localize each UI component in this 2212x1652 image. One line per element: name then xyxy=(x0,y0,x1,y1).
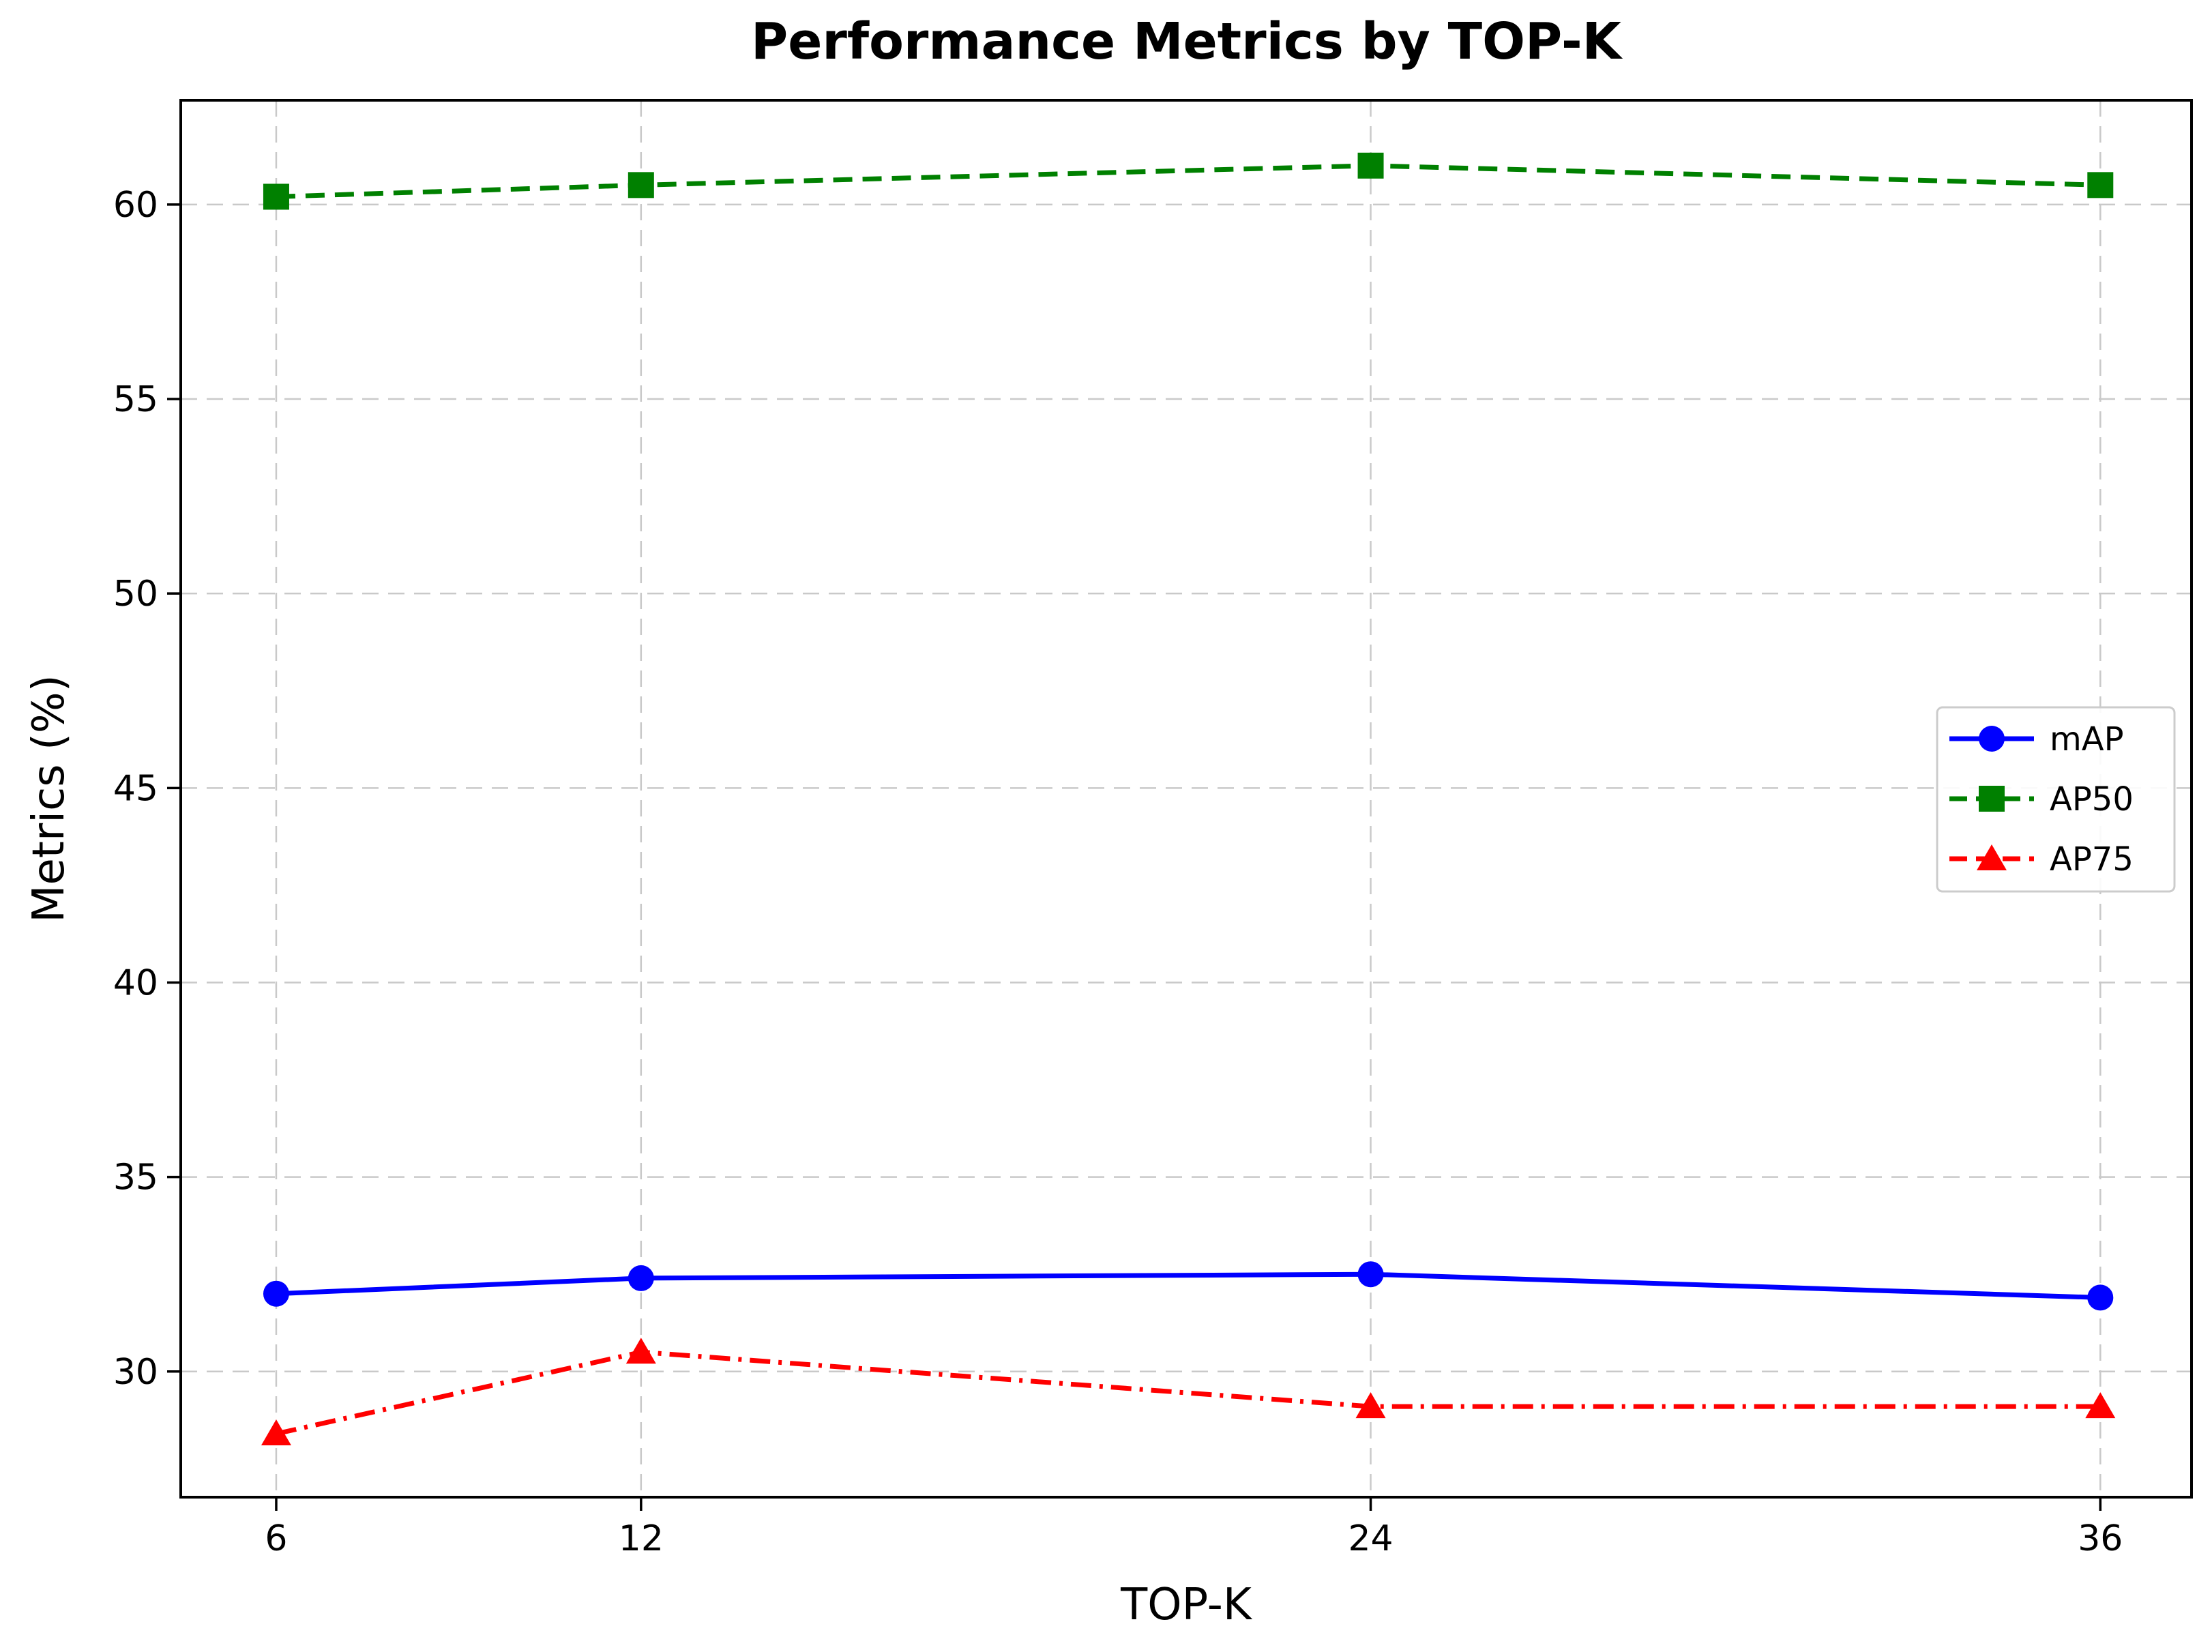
legend-label-mAP: mAP xyxy=(2050,720,2124,758)
legend-marker-AP75 xyxy=(1977,844,2007,870)
legend-marker-mAP xyxy=(1979,726,2005,752)
y-axis-label: Metrics (%) xyxy=(24,675,74,923)
marker-mAP-36 xyxy=(2087,1284,2114,1311)
y-tick-label: 60 xyxy=(113,185,158,226)
x-tick-label: 12 xyxy=(619,1518,664,1559)
series-line-AP75 xyxy=(276,1349,2101,1436)
y-tick-label: 30 xyxy=(113,1352,158,1393)
series-line-mAP xyxy=(276,1271,2101,1300)
y-tick-label: 40 xyxy=(113,962,158,1003)
legend-label-AP75: AP75 xyxy=(2050,840,2134,879)
x-tick-label: 6 xyxy=(265,1518,287,1559)
plot-border xyxy=(179,99,2193,1499)
marker-mAP-12 xyxy=(628,1265,654,1291)
marker-AP75-36 xyxy=(2085,1392,2116,1419)
marker-AP75-24 xyxy=(1355,1392,1386,1419)
marker-AP75-12 xyxy=(625,1338,656,1364)
marker-mAP-24 xyxy=(1357,1261,1384,1288)
marker-AP50-12 xyxy=(628,172,654,198)
x-tick-label: 24 xyxy=(1348,1518,1393,1559)
chart-title: Performance Metrics by TOP-K xyxy=(750,12,1622,71)
marker-AP50-6 xyxy=(263,183,289,210)
legend-marker-AP50 xyxy=(1979,786,2005,812)
y-tick-label: 45 xyxy=(113,768,158,809)
y-tick-label: 55 xyxy=(113,379,158,420)
marker-AP50-24 xyxy=(1357,152,1384,179)
y-tick-label: 50 xyxy=(113,574,158,615)
x-tick-label: 36 xyxy=(2078,1518,2123,1559)
x-axis-label: TOP-K xyxy=(1121,1580,1252,1630)
marker-AP50-36 xyxy=(2087,172,2114,198)
legend-label-AP50: AP50 xyxy=(2050,780,2134,818)
marker-mAP-6 xyxy=(263,1280,289,1307)
y-tick-label: 35 xyxy=(113,1157,158,1198)
series-line-AP50 xyxy=(276,163,2101,199)
legend-box xyxy=(1936,706,2176,893)
marker-AP75-6 xyxy=(261,1419,291,1446)
